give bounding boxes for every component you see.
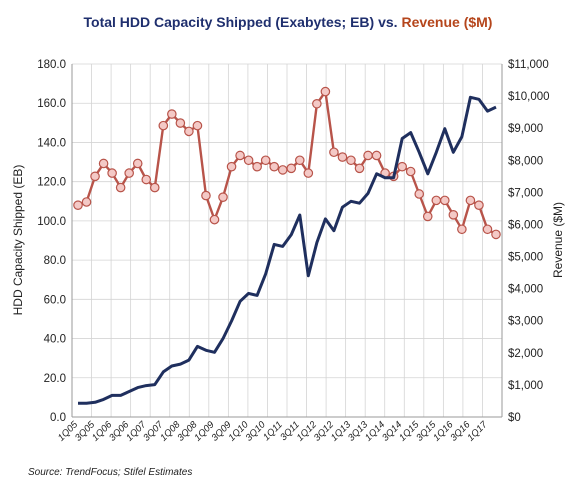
revenue-point (346, 155, 356, 166)
left-tick-label: 120.0 (37, 177, 66, 189)
revenue-point (269, 161, 280, 172)
revenue-point (115, 182, 126, 193)
x-tick-label: 1Q17 (465, 419, 490, 444)
revenue-point (405, 166, 416, 177)
right-tick-label: $7,000 (508, 187, 543, 199)
revenue-point (175, 118, 186, 128)
right-tick-label: $9,000 (508, 123, 543, 135)
chart-title-part-capacity: Total HDD Capacity Shipped (Exabytes; EB… (84, 14, 379, 30)
revenue-point (192, 120, 203, 131)
revenue-point (303, 168, 314, 178)
revenue-point (260, 155, 271, 166)
revenue-point (482, 224, 493, 235)
left-tick-label: 0.0 (50, 412, 66, 424)
right-tick-label: $3,000 (508, 316, 543, 328)
revenue-point (474, 200, 484, 210)
revenue-point (329, 147, 339, 158)
right-tick-label: $11,000 (508, 59, 549, 71)
revenue-point (218, 192, 228, 202)
left-tick-label: 160.0 (37, 98, 66, 110)
revenue-point (235, 150, 245, 161)
revenue-point (252, 161, 262, 172)
chart-title: Total HDD Capacity Shipped (Exabytes; EB… (84, 14, 493, 30)
left-axis-title: HDD Capacity Shipped (EB) (11, 165, 25, 316)
right-tick-label: $4,000 (508, 284, 543, 296)
revenue-point (243, 155, 254, 166)
left-tick-label: 60.0 (44, 294, 66, 306)
revenue-point (286, 163, 297, 174)
right-tick-label: $2,000 (508, 348, 543, 360)
revenue-point (73, 200, 83, 210)
axes (71, 64, 503, 418)
chart-title-part-vs: vs. (378, 14, 401, 30)
revenue-point (440, 195, 450, 206)
revenue-point (448, 210, 459, 220)
revenue-point (158, 120, 169, 131)
revenue-point (371, 150, 382, 161)
revenue-point (201, 190, 211, 201)
revenue-point (209, 214, 220, 225)
revenue-point (354, 163, 365, 174)
revenue-point (320, 86, 331, 97)
right-tick-label: $1,000 (508, 380, 543, 392)
revenue-point (167, 109, 177, 119)
x-axis-ticks: 1Q053Q051Q063Q061Q073Q071Q083Q081Q093Q09… (56, 419, 490, 444)
left-tick-label: 80.0 (44, 255, 66, 267)
revenue-point (98, 158, 109, 169)
revenue-point (312, 98, 322, 109)
revenue-point (422, 211, 433, 222)
revenue-point (277, 165, 288, 175)
revenue-point (184, 126, 194, 137)
left-tick-label: 40.0 (44, 334, 66, 346)
revenue-point (141, 174, 152, 185)
capacity-series-line (78, 95, 497, 405)
revenue-point (107, 168, 117, 178)
source-note: Source: TrendFocus; Stifel Estimates (28, 467, 192, 478)
revenue-point (226, 161, 237, 172)
chart-title-part-revenue: Revenue ($M) (401, 14, 492, 30)
left-tick-label: 180.0 (37, 59, 66, 71)
revenue-point (491, 229, 501, 240)
series (73, 86, 501, 405)
revenue-point (294, 155, 305, 166)
revenue-point (90, 171, 100, 182)
revenue-point (124, 168, 134, 178)
right-axis-title: Revenue ($M) (551, 202, 565, 278)
right-tick-label: $8,000 (508, 155, 543, 167)
left-tick-label: 20.0 (44, 373, 66, 385)
revenue-point (81, 197, 92, 207)
revenue-point (414, 189, 425, 199)
revenue-point (465, 195, 476, 206)
right-axis-ticks: $0 $1,000 $2,000 $3,000 $4,000 $5,000 $6,000 $7… (508, 59, 550, 424)
left-tick-label: 140.0 (37, 137, 66, 149)
right-tick-label: $10,000 (508, 91, 550, 103)
right-tick-label: $0 (508, 412, 521, 424)
right-tick-label: $6,000 (508, 219, 543, 231)
revenue-point (149, 182, 160, 193)
revenue-point (397, 161, 407, 172)
left-tick-label: 100.0 (37, 216, 66, 228)
left-axis-ticks: 0.0 20.0 40.0 60.0 80.0 100.0 120.0 140.0 160.0 1… (37, 59, 66, 424)
revenue-point (457, 224, 467, 235)
gridlines (71, 63, 503, 418)
right-tick-label: $5,000 (508, 252, 543, 264)
revenue-point (363, 150, 373, 161)
revenue-point (132, 158, 143, 169)
revenue-point (431, 195, 442, 206)
revenue-point (337, 152, 348, 162)
